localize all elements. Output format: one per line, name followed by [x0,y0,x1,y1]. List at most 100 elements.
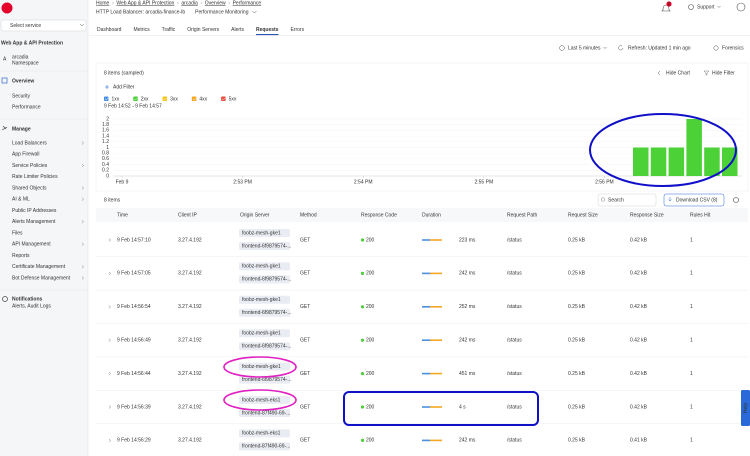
tab[interactable]: Metrics [133,27,150,33]
help-label[interactable]: Help [743,403,749,414]
bar [650,147,667,176]
bell-icon[interactable] [661,4,671,12]
breadcrumb[interactable]: Performance [233,0,262,6]
download-button[interactable] [663,193,725,207]
breadcrumb[interactable]: Home [96,0,110,6]
cell: 223 ms [459,237,476,243]
cell: /status [507,404,522,410]
breadcrumb-separator [177,1,179,5]
cell: /status [507,237,522,243]
column-header: Response Code [361,212,397,218]
nav-link[interactable]: Rate Limiter Policies [12,174,58,180]
expand-icon[interactable] [108,271,111,276]
y-tick-label: 0.4 [102,162,109,168]
cell: 9 Feb 14:56:29 [117,438,151,444]
expand-icon[interactable] [108,371,111,376]
cell: 0.25 kB [568,371,586,377]
chevron [252,10,257,14]
service-select[interactable] [0,19,87,32]
nav-link[interactable]: Alerts Management [12,219,56,225]
breadcrumb[interactable]: arcadia [181,0,198,6]
nav-link[interactable]: Performance [12,104,41,110]
settings-icon[interactable] [733,197,739,203]
y-tick-label: 1.6 [102,128,109,134]
tab[interactable]: Alerts [231,27,244,33]
legend-checkbox[interactable] [162,96,168,102]
chip-label: foobz-mesh-gke1 [242,230,281,236]
nav-link[interactable]: App Firewall [12,152,40,158]
forensics[interactable]: Forensics [722,45,744,51]
tab[interactable]: Dashboard [97,27,122,33]
namespace[interactable]: arcadia [12,54,29,60]
duration-bar [430,272,442,275]
cell: 9 Feb 14:57:05 [117,271,151,277]
tab[interactable]: Errors [290,27,304,33]
bar [633,147,649,176]
time-range[interactable]: Last 5 minutes [568,45,601,51]
chevron [81,186,84,190]
cell: 0.25 kB [568,438,586,444]
nav-link[interactable]: Shared Objects [12,185,47,191]
cell: 1 [690,338,693,344]
cell: 1 [690,237,693,243]
nav-link[interactable]: API Management [12,242,51,248]
expand-icon[interactable] [108,438,111,443]
nav-link[interactable]: Load Balancers [12,140,47,146]
add-filter-icon[interactable]: Add Filter [113,84,135,90]
view-select[interactable]: Performance Monitoring [195,9,249,15]
help-tab[interactable] [741,390,750,426]
chevron [81,163,84,168]
nav-link[interactable]: Security [12,93,31,99]
tab-underline [255,34,279,36]
chevron [79,23,85,27]
nav-link[interactable]: Service Policies [12,163,48,169]
sidebar [0,0,88,456]
breadcrumb[interactable]: Web App & API Protection [116,0,174,6]
check [163,97,167,101]
breadcrumb[interactable]: Overview [205,0,226,6]
expand-icon[interactable] [108,338,111,342]
legend-checkbox[interactable] [133,96,138,102]
tab[interactable]: Requests [256,27,279,33]
tab[interactable]: Origin Servers [187,27,219,33]
legend-checkbox[interactable] [221,96,226,102]
expand-icon[interactable] [108,238,111,242]
tab[interactable]: Traffic [162,27,176,33]
duration-bar [422,439,430,442]
cell: 242 ms [459,438,476,444]
caption: Alerts, Audit Logs [12,303,51,309]
chip [239,329,290,338]
column-header: Response Size [630,212,664,218]
download-label[interactable]: Download CSV (8) [676,197,718,203]
chip-label: foobz-mesh-gke1 [242,264,281,270]
status-dot [360,305,365,309]
nav-link[interactable]: Certificate Management [12,264,66,270]
legend-checkbox[interactable] [191,96,197,102]
expand-icon[interactable] [108,405,111,409]
cell: /status [507,338,522,344]
search-box[interactable] [597,193,657,207]
notifications-icon [2,296,8,302]
nav-link[interactable]: AI & ML [12,197,30,203]
nav-link[interactable]: Public IP Addresses [12,208,57,214]
chip-label: frontend-6f9879574-... [242,243,291,249]
support-icon [688,4,694,10]
hide-chart[interactable]: Hide Chart [666,70,691,76]
chart-caption: 8 items (sampled) [104,70,144,76]
refresh[interactable]: Refresh: Updated 1 min ago [628,45,691,51]
chip-label: frontend-6f9879574-... [242,310,291,316]
hide-filter[interactable]: Hide Filter [712,70,735,76]
nav-link[interactable]: Bot Defense Management [12,275,71,281]
nav-link[interactable]: Reports [12,253,30,259]
nav-link[interactable]: Files [12,230,23,236]
column-header: Origin Server [240,212,270,218]
chip [239,409,290,417]
expand-icon[interactable] [108,305,111,309]
user-icon[interactable] [736,2,746,12]
chip-label: frontend-87f490-69-... [242,444,290,450]
service-select-label[interactable]: Select service [10,23,41,29]
section-title[interactable]: Notifications [12,296,42,302]
legend-label: 3xx [170,96,178,102]
support-menu[interactable]: Support [697,4,715,10]
legend-checkbox[interactable] [104,96,109,102]
